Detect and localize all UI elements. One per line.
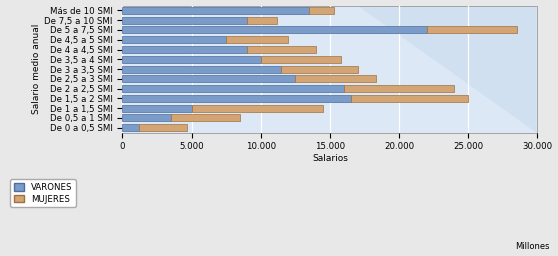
Bar bbox=[122, 95, 350, 102]
Bar bbox=[427, 26, 517, 34]
Bar bbox=[350, 95, 468, 102]
Bar bbox=[122, 56, 261, 63]
Legend: VARONES, MUJERES: VARONES, MUJERES bbox=[11, 179, 76, 207]
Bar bbox=[191, 105, 323, 112]
Bar bbox=[122, 105, 191, 112]
X-axis label: Salarios: Salarios bbox=[312, 154, 348, 163]
Bar bbox=[139, 124, 187, 131]
Bar bbox=[247, 17, 277, 24]
Bar bbox=[122, 66, 281, 72]
Bar bbox=[122, 85, 344, 92]
Bar bbox=[247, 46, 316, 53]
Bar bbox=[295, 75, 376, 82]
Bar bbox=[122, 36, 226, 43]
Bar bbox=[226, 36, 288, 43]
Text: Millones: Millones bbox=[515, 242, 550, 251]
Bar bbox=[122, 26, 427, 34]
Bar bbox=[122, 75, 295, 82]
Bar bbox=[122, 124, 139, 131]
Bar bbox=[122, 17, 247, 24]
Bar bbox=[309, 7, 334, 14]
Bar bbox=[122, 114, 171, 121]
Y-axis label: Salario medio anual: Salario medio anual bbox=[32, 24, 41, 114]
Bar bbox=[171, 114, 240, 121]
Bar bbox=[122, 46, 247, 53]
Bar bbox=[344, 85, 454, 92]
Bar bbox=[261, 56, 341, 63]
Bar bbox=[122, 7, 309, 14]
Bar bbox=[281, 66, 358, 72]
Polygon shape bbox=[358, 6, 537, 133]
